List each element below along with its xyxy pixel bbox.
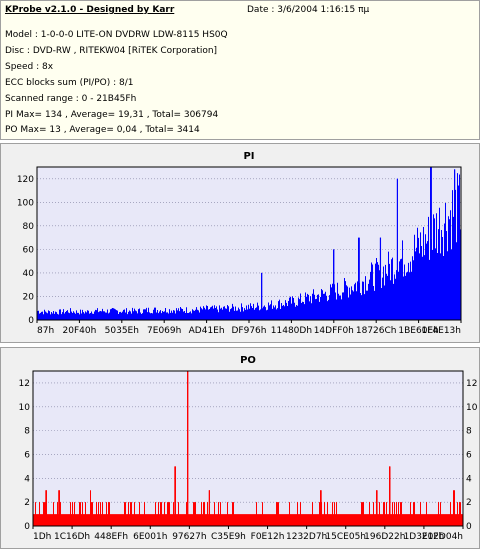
x-tick-label: 97627h: [172, 532, 206, 542]
x-tick-label: 7E069h: [147, 326, 181, 336]
y-tick-label: 12: [19, 379, 30, 389]
y-tick-label: 4: [24, 474, 30, 484]
y-tick-label: 120: [17, 175, 34, 185]
y-tick-label: 80: [23, 222, 35, 232]
x-tick-label: AD41Eh: [189, 326, 225, 336]
x-tick-label: 1BE60Eh: [398, 326, 438, 336]
app-title: KProbe v2.1.0 - Designed by Karr: [5, 5, 175, 15]
x-tick-label: F0E12h: [251, 532, 285, 542]
pi-chart-panel: PI 0 20 40 60 80 100 120 87h 20F40h 5035Eh 7E069h AD…: [0, 143, 480, 343]
x-tick-label: 6E001h: [133, 532, 167, 542]
model-line: Model : 1-0-0-0 LITE-ON DVDRW LDW-8115 H…: [5, 30, 228, 40]
x-tick-label: 1F4E13h: [422, 326, 461, 336]
plot-border: [32, 370, 464, 527]
y-tick-label-right: 4: [466, 474, 472, 484]
po-summary-line: PO Max= 13 , Average= 0,04 , Total= 3414: [5, 125, 200, 135]
x-tick-label: 14DFF0h: [314, 326, 354, 336]
pi-summary-line: PI Max= 134 , Average= 19,31 , Total= 30…: [5, 110, 219, 120]
disc-line: Disc : DVD-RW , RITEKW04 [RiTEK Corporat…: [5, 46, 218, 56]
y-tick-label: 6: [24, 450, 30, 460]
ecc-line: ECC blocks sum (PI/PO) : 8/1: [5, 78, 134, 88]
chart-title: PI: [243, 151, 254, 162]
x-tick-label: 212D04h: [422, 532, 463, 542]
y-tick-label-right: 6: [466, 450, 472, 460]
x-tick-label: 196D22h: [364, 532, 405, 542]
x-tick-label: 1C16Dh: [54, 532, 90, 542]
y-tick-label: 2: [24, 498, 30, 508]
y-tick-label: 0: [24, 522, 30, 532]
range-line: Scanned range : 0 - 21B45Fh: [5, 94, 137, 104]
y-tick-label-right: 10: [466, 403, 478, 413]
x-tick-label: 448EFh: [94, 532, 128, 542]
y-tick-label: 20: [23, 292, 35, 302]
y-tick-label-right: 2: [466, 498, 472, 508]
y-tick-label-right: 8: [466, 427, 472, 437]
scan-date: Date : 3/6/2004 1:16:15 πμ: [247, 5, 370, 15]
po-chart-panel: PO 0 0 2 2 4 4 6 6 8 8 10 10 12 12 1Dh 1C16Dh 448EFh 6E001…: [0, 347, 480, 549]
x-tick-label: 20F40h: [63, 326, 97, 336]
y-tick-label: 60: [23, 245, 35, 255]
y-tick-label: 40: [23, 269, 35, 279]
speed-line: Speed : 8x: [5, 62, 54, 72]
po-chart: PO 0 0 2 2 4 4 6 6 8 8 10 10 12 12 1Dh 1C16Dh 448EFh 6E001…: [19, 355, 478, 542]
info-panel: KProbe v2.1.0 - Designed by Karr Date : …: [0, 0, 480, 140]
x-tick-label: 5035Eh: [105, 326, 139, 336]
y-tick-label: 0: [28, 316, 34, 326]
x-tick-label: 15CE05h: [325, 532, 366, 542]
chart-title: PO: [240, 355, 256, 366]
x-tick-label: 18726Ch: [356, 326, 397, 336]
x-tick-label: C35E9h: [211, 532, 246, 542]
series-pi: [37, 167, 461, 320]
y-tick-label: 100: [17, 198, 34, 208]
x-tick-label: 11480Dh: [271, 326, 312, 336]
y-tick-label: 10: [19, 403, 31, 413]
y-tick-label-right: 12: [466, 379, 477, 389]
x-tick-label: DF976h: [232, 326, 267, 336]
x-tick-label: 87h: [37, 326, 54, 336]
x-tick-label: 1D3E0Fh: [404, 532, 445, 542]
pi-chart: PI 0 20 40 60 80 100 120 87h 20F40h 5035Eh 7E069h AD…: [17, 151, 462, 336]
x-tick-label: 1Dh: [33, 532, 51, 542]
x-tick-label: 1232D7h: [286, 532, 327, 542]
y-tick-label: 8: [24, 427, 30, 437]
y-tick-label-right: 0: [466, 522, 472, 532]
